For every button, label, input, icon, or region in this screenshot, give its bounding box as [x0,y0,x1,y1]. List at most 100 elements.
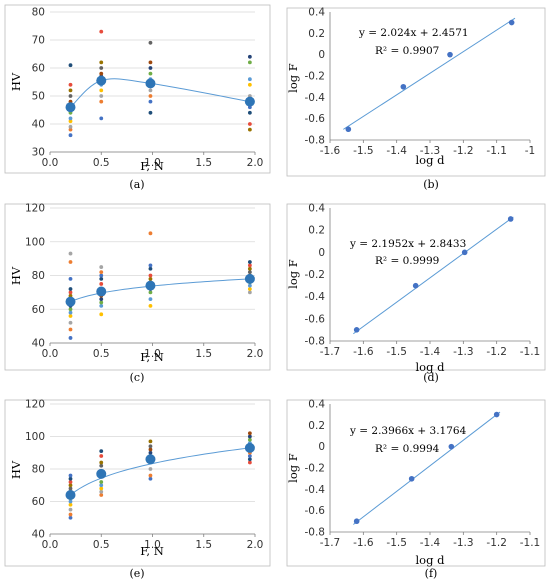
data-point [99,282,104,286]
data-point [148,444,153,449]
r-squared-label: R² = 0.9907 [375,45,439,57]
chart-panel-f: -0.8 -0.6 -0.4 -0.2 0 0.2 0.4 -1.7 -1.6 -1.5 -1.4-… [275,392,550,586]
data-point [247,60,252,65]
data-point [247,270,252,275]
y-tick-label: 100 [25,236,45,248]
panel-label-d: (d) [423,371,439,384]
x-tick-label: -1.3 [420,145,441,157]
data-point [99,29,104,34]
x-tick-label: 2.0 [247,539,264,551]
data-point [345,126,352,133]
data-point [493,411,500,418]
data-point [148,447,153,452]
r-squared-label: R² = 0.9999 [375,255,439,267]
data-point [68,82,73,87]
data-point [68,260,73,264]
y-tick-label: 80 [32,7,45,19]
chart-frame [286,203,546,371]
data-point [99,460,104,465]
y-tick-label: -0.2 [305,71,326,83]
y-axis-title: HV [9,266,23,285]
data-point [148,273,153,278]
x-tick-label: -1 [525,145,535,157]
y-tick-label: -0.6 [305,313,326,325]
x-tick-label: -1.4 [420,537,441,549]
data-point [68,293,73,298]
y-tick-label: 30 [32,147,45,159]
chart-frame [4,399,271,567]
x-tick-label: -1.6 [320,145,341,157]
data-point [247,437,252,442]
data-point [247,290,252,295]
y-tick-label: 60 [32,496,45,508]
x-axis-title: F, N [140,159,164,173]
y-tick-label: -0.8 [305,135,326,147]
data-point [68,94,73,98]
chart-svg-d: -0.8-0.6-0.4-0.200.20.4-1.7 -1.6 -1.5 -1.4-… [286,203,546,374]
chart-panel-a: 30 40 50 60 70 80 0.0 0.5 1.0 1.5 2.0 F, N HV (a) [0,0,275,196]
y-tick-label: 0 [318,49,325,61]
x-tick-label: -1.5 [386,346,407,358]
data-point [148,71,153,76]
y-tick-label: 120 [25,399,45,411]
data-point [68,483,73,488]
data-point [99,480,104,484]
regression-equation: y = 2.024x + 2.4571 [358,27,469,39]
chart-frame [286,7,546,177]
data-point [68,116,73,121]
panel-label-a: (a) [129,178,145,191]
data-point [68,480,73,484]
data-point [247,454,252,458]
panel-label-c: (c) [129,371,145,384]
data-point [247,431,252,436]
data-point [68,287,73,291]
data-point [68,127,73,132]
data-point [247,82,252,87]
data-point [247,434,252,439]
chart-svg-f: -0.8-0.6-0.4-0.200.20.4-1.7 -1.6 -1.5 -1.4-… [286,399,546,567]
y-tick-label: 0 [318,247,325,259]
y-tick-label: 50 [32,91,45,103]
data-point [99,489,104,494]
y-tick-label: 70 [32,35,45,47]
data-point [447,51,453,58]
x-tick-label: 0.5 [93,348,110,360]
x-tick-label: -1.7 [320,537,341,549]
data-point [68,512,73,517]
data-point [99,71,104,76]
data-point [68,251,73,256]
data-point [461,249,468,256]
data-point [247,263,252,268]
data-point [68,290,73,295]
x-tick-label: 1.0 [144,348,161,360]
x-axis-title: log d [416,153,446,167]
x-tick-label: 1.5 [195,348,212,360]
x-tick-label: 1.0 [144,157,161,169]
data-point [148,476,153,481]
y-axis-title: log F [286,63,300,93]
y-axis-title: HV [9,72,23,91]
y-tick-label: -0.4 [305,291,326,303]
data-point [68,507,73,512]
x-tick-label: 0.5 [93,539,110,551]
data-point [148,263,153,268]
fit-line [353,216,514,335]
data-point [68,88,73,93]
regression-equation: y = 2.1952x + 2.8433 [349,238,466,250]
chart-panel-c: 40 60 80 100 120 0.0 0.5 1.0 1.5 2.0 F, N HV (c) [0,196,275,392]
y-tick-label: 60 [32,304,45,316]
y-tick-label: 40 [32,529,45,541]
x-tick-label: -1.1 [520,346,541,358]
data-point [148,473,153,478]
data-point [99,486,104,491]
x-tick-label: -1.2 [486,346,507,358]
mean-point [244,273,255,284]
data-point [99,99,104,104]
data-point [247,460,252,465]
data-point [99,116,104,121]
data-point [353,518,360,525]
data-point [99,449,104,454]
y-tick-label: 0.4 [308,7,325,19]
mean-point [96,468,107,479]
data-point [148,266,153,271]
